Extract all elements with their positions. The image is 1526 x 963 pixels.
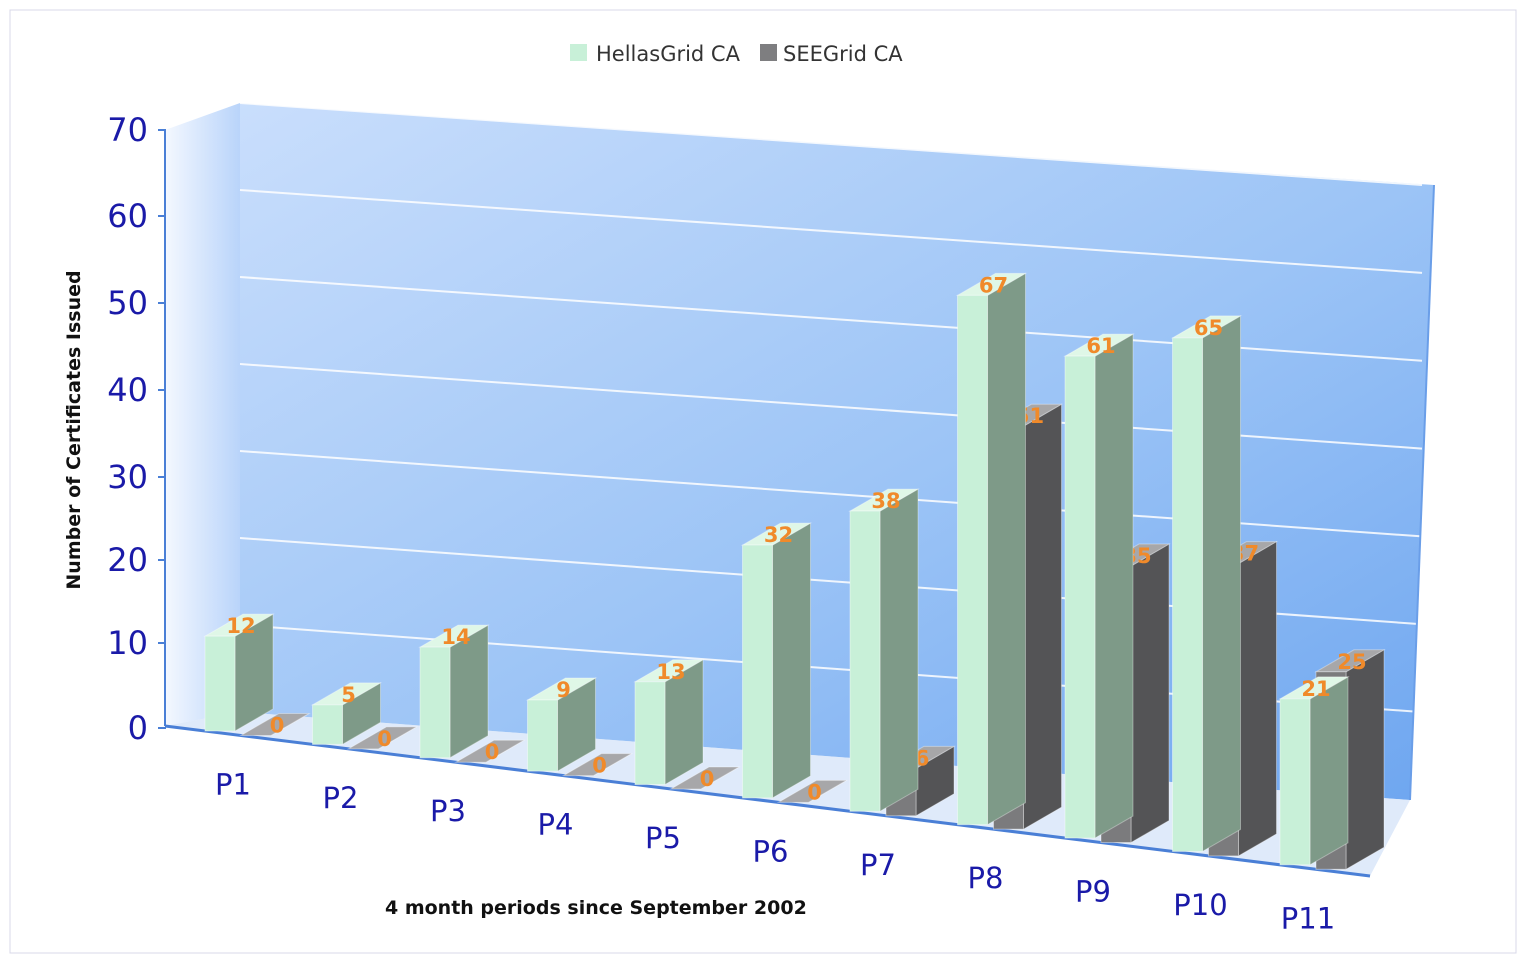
bar-seegrid-p6-value-label: 0: [807, 780, 822, 804]
y-tick-label: 50: [107, 284, 148, 322]
bar-hellasgrid-p9-side: [1094, 333, 1134, 839]
bar-hellasgrid-p1-front: [204, 635, 236, 732]
x-axis-line: [164, 724, 1371, 878]
bar-seegrid-p7-value-label: 6: [915, 746, 930, 770]
y-tick-labels: 0 10 20 30 40 50 60 70: [107, 111, 166, 747]
bar-hellasgrid-p3-front: [419, 646, 451, 759]
bar-hellasgrid-p8-value-label: 67: [979, 273, 1008, 297]
legend-swatch-seegrid: [760, 44, 777, 61]
bar-hellasgrid-p7-side: [879, 488, 919, 813]
bar-seegrid-p8-side: [1023, 403, 1062, 830]
bar-seegrid-p11-side: [1345, 648, 1385, 871]
bar-hellasgrid-p11-value-label: 21: [1301, 677, 1330, 701]
x-tick-label-p7: P7: [860, 848, 896, 882]
bar-hellasgrid-p7-front: [849, 510, 881, 812]
bar-hellasgrid-p3-value-label: 14: [441, 625, 470, 649]
bar-seegrid-p3-top: [454, 739, 526, 763]
bar-hellasgrid-p8-front: [957, 294, 988, 826]
bar-hellasgrid-p4-front: [527, 699, 558, 772]
x-axis-label: 4 month periods since September 2002: [385, 897, 807, 919]
bar-hellasgrid-p11-front: [1279, 698, 1311, 866]
legend: HellasGrid CA SEEGrid CA: [570, 42, 903, 66]
bar-seegrid-p4: 0: [561, 753, 634, 778]
bar-seegrid-p3-value-label: 0: [485, 740, 500, 764]
bar-seegrid-p6-top: [776, 779, 849, 803]
bar-seegrid-p2-top: [346, 726, 419, 750]
bar-hellasgrid-p2-front: [312, 704, 343, 745]
bar-seegrid-p4-value-label: 0: [592, 754, 607, 778]
bar-hellasgrid-p10-side: [1202, 315, 1241, 853]
x-tick-label-p3: P3: [430, 794, 466, 828]
bar-hellasgrid-p1-value-label: 12: [226, 614, 255, 638]
bar-hellasgrid-p11-side: [1309, 676, 1349, 866]
x-tick-label-p8: P8: [968, 861, 1004, 895]
bar-hellasgrid-p10: 65: [1170, 315, 1243, 853]
bar-seegrid-p6: 0: [776, 779, 849, 804]
bar-hellasgrid-p7: 38: [848, 488, 920, 813]
y-tick-label: 0: [128, 709, 148, 747]
x-tick-label-p4: P4: [538, 808, 574, 842]
legend-label-hellasgrid: HellasGrid CA: [596, 42, 741, 66]
bar-hellasgrid-p4: 9: [525, 677, 598, 772]
bar-hellasgrid-p9-front: [1064, 355, 1096, 839]
bar-seegrid-p2-value-label: 0: [377, 727, 392, 751]
gridline: [239, 102, 1423, 186]
bar-seegrid-p2: 0: [346, 726, 419, 751]
bar-hellasgrid-p6-front: [742, 544, 773, 799]
x-tick-label-p1: P1: [215, 767, 251, 801]
right-edge-line: [1409, 184, 1435, 801]
bar-hellasgrid-p1: 12: [203, 613, 275, 732]
x-tick-label-p6: P6: [753, 834, 789, 868]
bar-hellasgrid-p5: 13: [633, 658, 705, 786]
bar-seegrid-p5: 0: [669, 766, 741, 791]
bar-hellasgrid-p9-value-label: 61: [1086, 334, 1115, 358]
chart-side-wall: [165, 103, 240, 726]
x-tick-label-p9: P9: [1075, 875, 1111, 909]
y-tick-label: 20: [107, 541, 148, 579]
x-tick-label-p5: P5: [645, 821, 681, 855]
y-tick-label: 30: [107, 458, 148, 496]
bar-seegrid-p3: 0: [454, 739, 526, 764]
bar-seegrid-p9-side: [1130, 543, 1170, 844]
bar-hellasgrid-p4-value-label: 9: [556, 678, 571, 702]
bar-hellasgrid-p2: 5: [310, 681, 383, 746]
bar-hellasgrid-p8: 67: [955, 272, 1028, 826]
bar-seegrid-p11-value-label: 25: [1337, 650, 1366, 674]
x-tick-label-p2: P2: [323, 781, 359, 815]
y-tick-label: 60: [107, 197, 148, 235]
bar-hellasgrid-p9: 61: [1063, 333, 1135, 839]
bar-hellasgrid-p2-value-label: 5: [341, 683, 356, 707]
bar-seegrid-p4-top: [561, 753, 634, 777]
bar-seegrid-p10-side: [1238, 540, 1277, 857]
bar-seegrid-p1-top: [239, 712, 311, 736]
bar-hellasgrid-p10-front: [1172, 337, 1203, 852]
bar-hellasgrid-p6-side: [772, 522, 811, 799]
bar-seegrid-p1-value-label: 0: [270, 713, 285, 737]
chart-frame: [9, 9, 1517, 954]
bar-hellasgrid-p8-side: [987, 272, 1026, 826]
bar-hellasgrid-p11: 21: [1278, 676, 1350, 866]
bar-seegrid-p1: 0: [239, 712, 311, 737]
y-tick-label: 10: [107, 624, 148, 662]
bar-hellasgrid-p3: 14: [418, 624, 490, 759]
bar-seegrid-p5-top: [669, 766, 741, 790]
legend-swatch-hellasgrid: [570, 44, 587, 61]
bar-hellasgrid-p7-value-label: 38: [871, 489, 900, 513]
y-tick-label: 70: [107, 111, 148, 149]
x-tick-labels: P1 P2 P3 P4 P5 P6 P7 P8 P9 P10 P11: [215, 767, 1335, 935]
bar-hellasgrid-p6-value-label: 32: [764, 523, 793, 547]
y-axis-label: Number of Certificates Issued: [63, 270, 85, 589]
legend-label-seegrid: SEEGrid CA: [783, 42, 903, 66]
bar-seegrid-p5-value-label: 0: [700, 767, 715, 791]
gridline: [239, 189, 1423, 274]
bar-hellasgrid-p10-value-label: 65: [1194, 316, 1223, 340]
x-tick-label-p10: P10: [1173, 888, 1227, 922]
bar-hellasgrid-p5-front: [634, 681, 666, 786]
x-tick-label-p11: P11: [1281, 901, 1335, 935]
bar-hellasgrid-p5-value-label: 13: [656, 660, 685, 684]
y-tick-label: 40: [107, 371, 148, 409]
bar-hellasgrid-p6: 32: [740, 522, 813, 799]
